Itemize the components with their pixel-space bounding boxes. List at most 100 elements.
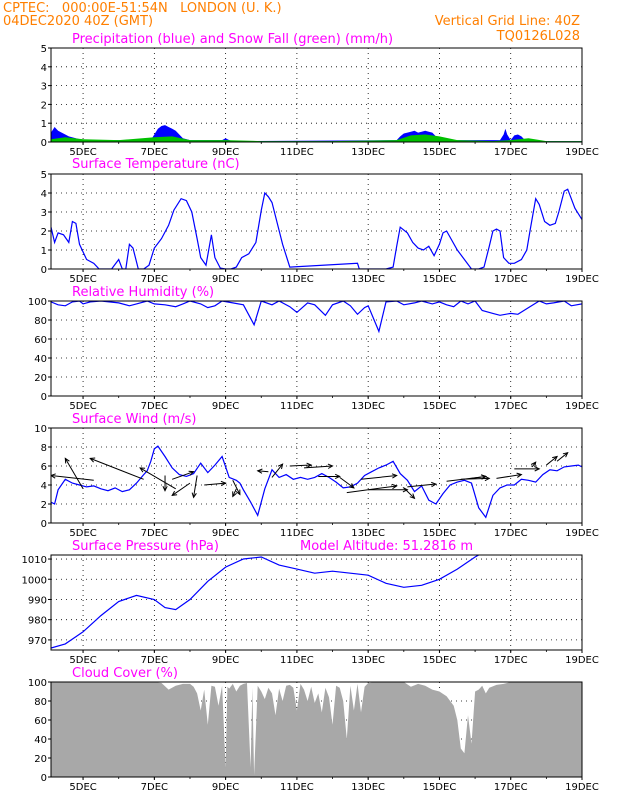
panel-wind: 0 2 4 6 8 10 5DEC 7DEC 9DEC 11DEC 13DEC 15DEC 17DEC 1…: [34, 412, 599, 539]
wind-arrow: [303, 465, 333, 469]
x-tick-label-precip: 13DEC: [351, 147, 385, 158]
wind-arrow-head: [334, 473, 341, 480]
wind-arrow-head: [562, 451, 569, 458]
wind-arrow: [271, 463, 284, 478]
y-tick-label-cloud: 20: [34, 754, 47, 765]
x-tick-label-temp: 9DEC: [212, 274, 239, 285]
plot-frame-temp: [50, 173, 583, 270]
series-snowfall: [51, 134, 582, 142]
y-tick-label-rh: 60: [34, 335, 47, 346]
plot-area-rh: [51, 301, 582, 334]
y-tick-label-precip: 2: [41, 100, 47, 111]
x-tick-label-precip: 19DEC: [565, 147, 599, 158]
wind-arrow-head: [64, 457, 70, 464]
wind-arrow-head: [391, 473, 398, 479]
wind-arrow-head: [232, 491, 237, 498]
series-temp: [51, 188, 582, 269]
x-tick-label-pres: 19DEC: [565, 655, 599, 666]
x-tick-label-wind: 15DEC: [423, 528, 457, 539]
wind-arrow-head: [162, 485, 168, 492]
plot-area-wind: [51, 445, 582, 519]
x-tick-label-pres: 15DEC: [423, 655, 457, 666]
x-tick-label-temp: 7DEC: [141, 274, 168, 285]
panel-pres: 970 980 990 1000 1010 5DEC 7DEC 9DEC 11DEC 13DEC 1…: [22, 539, 599, 666]
wind-arrow: [471, 475, 486, 479]
wind-arrow-head: [530, 461, 537, 468]
panel-title-pres: Surface Pressure (hPa): [72, 539, 219, 554]
x-tick-label-temp: 13DEC: [351, 274, 385, 285]
wind-arrow-head: [220, 480, 227, 487]
y-tick-label-cloud: 80: [34, 697, 47, 708]
x-tick-label-precip: 7DEC: [141, 147, 168, 158]
x-tick-label-rh: 19DEC: [565, 401, 599, 412]
x-tick-label-cloud: 19DEC: [565, 782, 599, 793]
y-tick-label-precip: 1: [41, 119, 47, 130]
wind-arrow-head: [409, 493, 416, 500]
header: CPTEC: 000:00E-51:54N LONDON (U. K.) 04D…: [3, 1, 580, 44]
y-tick-label-rh: 100: [28, 297, 47, 308]
y-tick-label-pres: 970: [28, 636, 47, 647]
wind-arrow-head: [51, 473, 56, 479]
wind-arrow: [289, 464, 312, 467]
wind-arrow: [193, 475, 198, 498]
wind-arrow: [546, 456, 558, 466]
wind-arrow: [139, 467, 176, 490]
y-tick-label-pres: 1010: [22, 555, 47, 566]
x-tick-label-temp: 15DEC: [423, 274, 457, 285]
wind-arrow: [460, 477, 490, 480]
x-tick-label-rh: 9DEC: [212, 401, 239, 412]
x-tick-label-precip: 5DEC: [69, 147, 96, 158]
x-tick-label-temp: 17DEC: [494, 274, 528, 285]
y-tick-label-cloud: 0: [41, 773, 47, 784]
y-tick-label-temp: 5: [41, 170, 47, 181]
x-tick-label-pres: 9DEC: [212, 655, 239, 666]
plot-frame-cloud: [50, 681, 583, 778]
plot-frame-precip: [50, 47, 583, 143]
x-tick-label-wind: 9DEC: [212, 528, 239, 539]
y-tick-label-cloud: 100: [28, 678, 47, 689]
x-tick-label-pres: 11DEC: [280, 655, 314, 666]
series-rh: [51, 301, 582, 334]
x-tick-label-cloud: 9DEC: [212, 782, 239, 793]
panel-cloud: 0 20 40 60 80 100 5DEC 7DEC 9DEC 11DEC 13DEC 15DEC 1…: [28, 666, 599, 793]
wind-arrow-head: [277, 463, 284, 470]
y-tick-label-rh: 20: [34, 373, 47, 384]
x-tick-label-wind: 19DEC: [565, 528, 599, 539]
x-tick-label-wind: 11DEC: [280, 528, 314, 539]
panel-title-rh: Relative Humidity (%): [72, 285, 214, 300]
header-location: CPTEC: 000:00E-51:54N LONDON (U. K.): [3, 1, 282, 16]
y-tick-label-temp: 4: [41, 189, 47, 200]
y-tick-label-pres: 980: [28, 616, 47, 627]
x-tick-label-cloud: 7DEC: [141, 782, 168, 793]
panel-title-precip: Precipitation (blue) and Snow Fall (gree…: [72, 32, 393, 47]
x-tick-label-cloud: 17DEC: [494, 782, 528, 793]
panel-precip: 0 1 2 3 4 5 5DEC 7DEC 9DEC 11DEC 13DEC 15DEC 17DEC 19…: [41, 32, 599, 158]
x-tick-label-pres: 17DEC: [494, 655, 528, 666]
y-tick-label-temp: 2: [41, 227, 47, 238]
wind-arrow: [64, 458, 84, 490]
y-tick-label-wind: 0: [41, 519, 47, 530]
x-tick-label-cloud: 15DEC: [423, 782, 457, 793]
wind-arrow-head: [256, 468, 263, 474]
y-tick-label-wind: 10: [34, 424, 47, 435]
y-tick-label-temp: 0: [41, 265, 47, 276]
wind-arrow-head: [191, 492, 197, 499]
y-tick-label-precip: 0: [41, 138, 47, 149]
x-tick-label-rh: 17DEC: [494, 401, 528, 412]
wind-arrow-head: [391, 483, 398, 490]
x-tick-label-wind: 7DEC: [141, 528, 168, 539]
y-tick-label-cloud: 40: [34, 735, 47, 746]
y-tick-label-wind: 8: [41, 443, 47, 454]
x-tick-label-cloud: 5DEC: [69, 782, 96, 793]
x-tick-label-wind: 5DEC: [69, 528, 96, 539]
y-tick-label-precip: 4: [41, 63, 47, 74]
wind-arrow: [403, 487, 415, 499]
wind-vectors: [51, 451, 569, 500]
wind-arrow: [172, 471, 194, 480]
wind-arrow-head: [306, 462, 313, 468]
x-tick-label-temp: 5DEC: [69, 274, 96, 285]
y-tick-label-pres: 1000: [22, 575, 47, 586]
wind-arrow: [171, 482, 191, 496]
wind-arrow: [232, 488, 237, 497]
